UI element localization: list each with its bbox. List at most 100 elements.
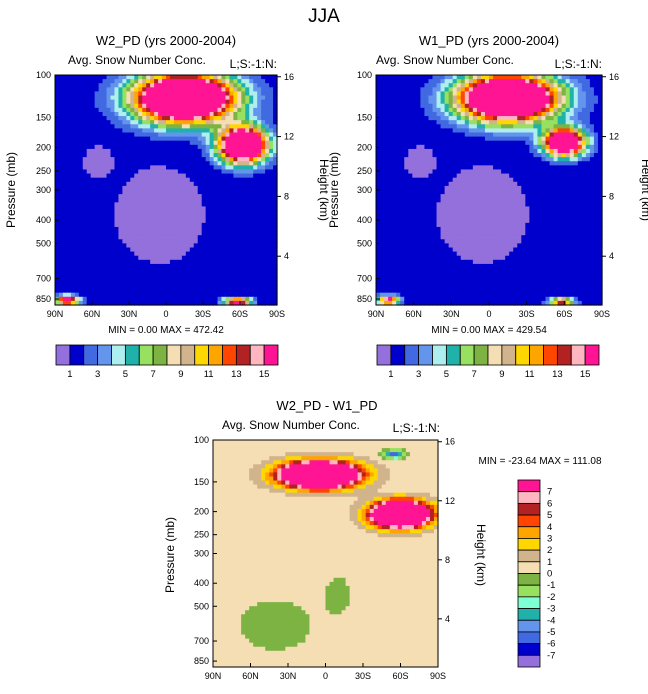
contour-cell — [86, 226, 92, 232]
contour-cell — [577, 173, 583, 179]
contour-cell — [388, 132, 393, 138]
contour-cell — [134, 272, 139, 277]
contour-cell — [428, 79, 434, 84]
contour-cell — [110, 120, 116, 125]
contour-cell — [201, 157, 207, 162]
contour-cell — [74, 91, 80, 97]
contour-cell — [589, 132, 595, 138]
contour-cell — [448, 111, 454, 117]
contour-cell — [269, 202, 274, 208]
contour-cell — [501, 103, 506, 109]
contour-cell — [408, 148, 413, 154]
contour-cell — [185, 99, 191, 105]
contour-cell — [169, 226, 175, 232]
contour-cell — [537, 144, 543, 150]
contour-cell — [392, 169, 397, 175]
contour-cell — [98, 292, 104, 298]
contour-cell — [158, 103, 163, 109]
contour-cell — [66, 95, 72, 101]
contour-cell — [86, 239, 92, 244]
contour-cell — [436, 87, 442, 93]
contour-cell — [181, 218, 187, 224]
contour-cell — [221, 235, 227, 240]
contour-cell — [55, 79, 60, 84]
contour-cell — [249, 173, 254, 179]
contour-cell — [58, 157, 64, 162]
contour-cell — [154, 247, 159, 253]
contour-cell — [521, 181, 526, 187]
contour-cell — [505, 83, 510, 88]
contour-cell — [110, 185, 116, 191]
contour-cell — [493, 140, 498, 146]
contour-cell — [585, 103, 591, 109]
contour-cell — [62, 284, 68, 290]
contour-cell — [90, 165, 96, 171]
contour-cell — [257, 190, 262, 195]
contour-cell — [55, 128, 60, 134]
contour-cell — [589, 83, 595, 88]
contour-cell — [456, 111, 462, 117]
contour-cell — [472, 161, 478, 166]
contour-cell — [126, 95, 131, 101]
contour-cell — [593, 111, 599, 117]
contour-cell — [66, 177, 72, 183]
contour-cell — [55, 288, 60, 294]
contour-cell — [138, 128, 143, 134]
contour-cell — [98, 251, 104, 257]
contour-cell — [94, 206, 100, 212]
contour-cell — [225, 235, 231, 240]
contour-cell — [597, 185, 603, 191]
contour-cell — [62, 136, 68, 142]
contour-cell — [209, 235, 215, 240]
contour-cell — [493, 177, 498, 183]
contour-cell — [209, 91, 215, 97]
contour-cell — [193, 136, 199, 142]
contour-cell — [225, 300, 231, 306]
contour-cell — [173, 263, 179, 269]
contour-cell — [456, 177, 462, 183]
contour-cell — [505, 169, 510, 175]
contour-cell — [126, 243, 131, 249]
contour-cell — [86, 276, 92, 281]
contour-cell — [173, 218, 179, 224]
contour-cell — [94, 235, 100, 240]
contour-cell — [257, 292, 262, 298]
contour-cell — [269, 157, 274, 162]
contour-cell — [233, 300, 238, 306]
contour-cell — [549, 165, 555, 171]
contour-cell — [493, 185, 498, 191]
contour-cell — [480, 161, 486, 166]
contour-cell — [169, 194, 175, 199]
contour-cell — [249, 243, 254, 249]
contour-cell — [162, 169, 167, 175]
contour-cell — [134, 103, 139, 109]
contour-cell — [404, 99, 409, 105]
contour-cell — [185, 231, 191, 236]
contour-cell — [261, 259, 266, 265]
contour-cell — [392, 124, 397, 129]
contour-cell — [86, 251, 92, 257]
contour-cell — [464, 83, 470, 88]
contour-cell — [448, 124, 454, 129]
contour-cell — [553, 169, 559, 175]
contour-cell — [585, 87, 591, 93]
contour-cell — [412, 194, 417, 199]
contour-cell — [404, 169, 409, 175]
contour-cell — [201, 190, 207, 195]
contour-cell — [173, 111, 179, 117]
contour-cell — [201, 247, 207, 253]
contour-cell — [273, 268, 278, 273]
contour-cell — [189, 103, 195, 109]
contour-cell — [205, 231, 211, 236]
contour-cell — [197, 124, 203, 129]
contour-cell — [114, 235, 120, 240]
contour-cell — [146, 132, 151, 138]
contour-cell — [58, 272, 64, 277]
contour-cell — [146, 161, 151, 166]
contour-cell — [569, 103, 575, 109]
contour-cell — [233, 75, 238, 80]
contour-cell — [237, 268, 242, 273]
contour-cell — [553, 83, 559, 88]
contour-cell — [505, 87, 510, 93]
contour-cell — [181, 144, 187, 150]
